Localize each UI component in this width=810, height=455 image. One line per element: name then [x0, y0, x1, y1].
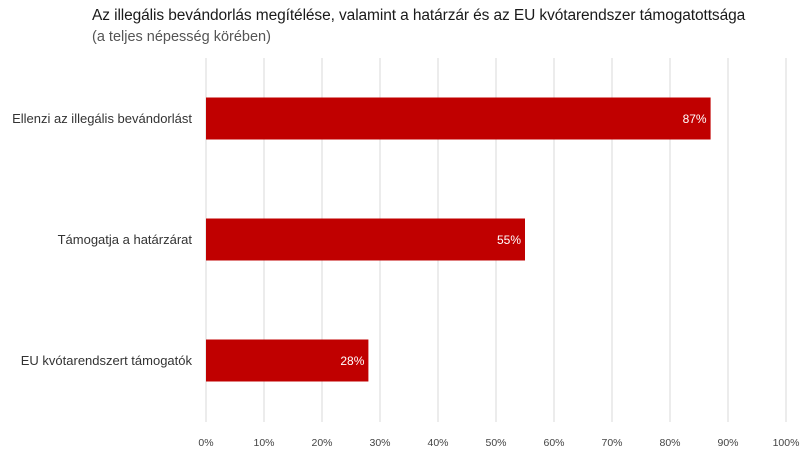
category-label: EU kvótarendszert támogatók — [21, 353, 193, 368]
bar — [206, 97, 711, 140]
bar — [206, 218, 525, 261]
x-tick-label: 20% — [311, 437, 332, 449]
data-label: 55% — [497, 233, 521, 247]
x-tick-label: 60% — [543, 437, 564, 449]
x-tick-labels: 0% 10% 20% 30% 40% 50% 60% 70% 80% 90% 100% — [198, 437, 799, 449]
x-tick-label: 50% — [485, 437, 506, 449]
data-label: 87% — [683, 112, 707, 126]
x-tick-label: 40% — [427, 437, 448, 449]
category-label: Támogatja a határzárat — [58, 232, 193, 247]
x-tick-label: 100% — [773, 437, 800, 449]
bar — [206, 339, 369, 382]
x-tick-label: 0% — [198, 437, 213, 449]
data-labels: 87% 55% 28% — [340, 112, 707, 368]
chart-title: Az illegális bevándorlás megítélése, val… — [92, 7, 746, 24]
x-tick-label: 30% — [369, 437, 390, 449]
chart-subtitle: (a teljes népesség körében) — [92, 29, 271, 45]
data-label: 28% — [340, 354, 364, 368]
x-tick-label: 80% — [659, 437, 680, 449]
category-label: Ellenzi az illegális bevándorlást — [12, 111, 192, 126]
bars — [206, 97, 711, 382]
x-tick-label: 70% — [601, 437, 622, 449]
x-tick-label: 90% — [717, 437, 738, 449]
x-tick-label: 10% — [253, 437, 274, 449]
category-labels: Ellenzi az illegális bevándorlást Támogat… — [12, 111, 192, 368]
